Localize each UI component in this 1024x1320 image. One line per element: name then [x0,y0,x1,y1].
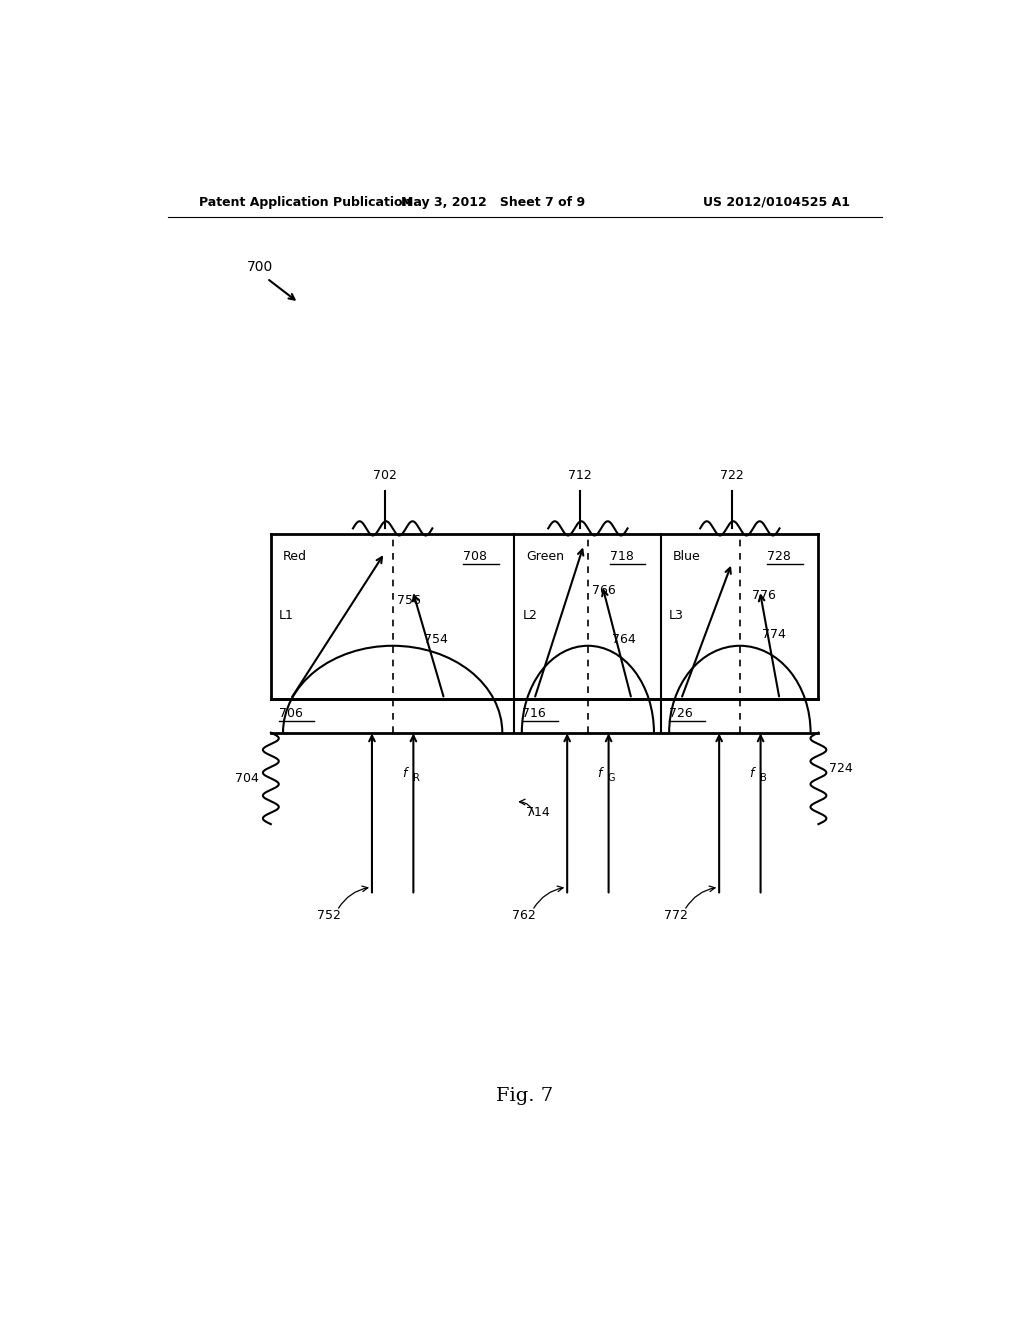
Text: May 3, 2012   Sheet 7 of 9: May 3, 2012 Sheet 7 of 9 [401,195,585,209]
Text: f: f [597,767,602,780]
Text: 756: 756 [396,594,421,607]
Text: L2: L2 [522,610,538,622]
Text: 728: 728 [767,550,791,564]
Text: L3: L3 [670,610,684,622]
Text: US 2012/0104525 A1: US 2012/0104525 A1 [703,195,850,209]
Text: 708: 708 [463,550,486,564]
Text: 726: 726 [670,708,693,721]
Text: Fig. 7: Fig. 7 [497,1086,553,1105]
Text: 766: 766 [592,583,615,597]
Text: Blue: Blue [673,550,701,564]
Text: 702: 702 [373,469,396,482]
Text: 712: 712 [568,469,592,482]
Text: Green: Green [526,550,564,564]
Text: 754: 754 [424,634,449,647]
Text: f: f [750,767,754,780]
Text: 762: 762 [512,909,537,923]
Text: 752: 752 [317,909,341,923]
Text: 700: 700 [247,260,273,275]
Text: 764: 764 [611,634,636,647]
Text: 716: 716 [522,708,546,721]
Text: Patent Application Publication: Patent Application Publication [200,195,412,209]
Text: 724: 724 [828,762,853,775]
Text: L1: L1 [279,610,294,622]
Text: 706: 706 [279,708,303,721]
Text: 704: 704 [236,772,259,785]
Text: 722: 722 [720,469,743,482]
Text: B: B [760,774,766,783]
Text: G: G [607,774,615,783]
Text: 718: 718 [609,550,634,564]
Text: 774: 774 [762,628,786,642]
Text: Red: Red [283,550,307,564]
Text: R: R [413,774,420,783]
Text: f: f [402,767,407,780]
Text: 772: 772 [665,909,688,923]
Text: 714: 714 [526,807,550,818]
Text: 776: 776 [752,589,775,602]
